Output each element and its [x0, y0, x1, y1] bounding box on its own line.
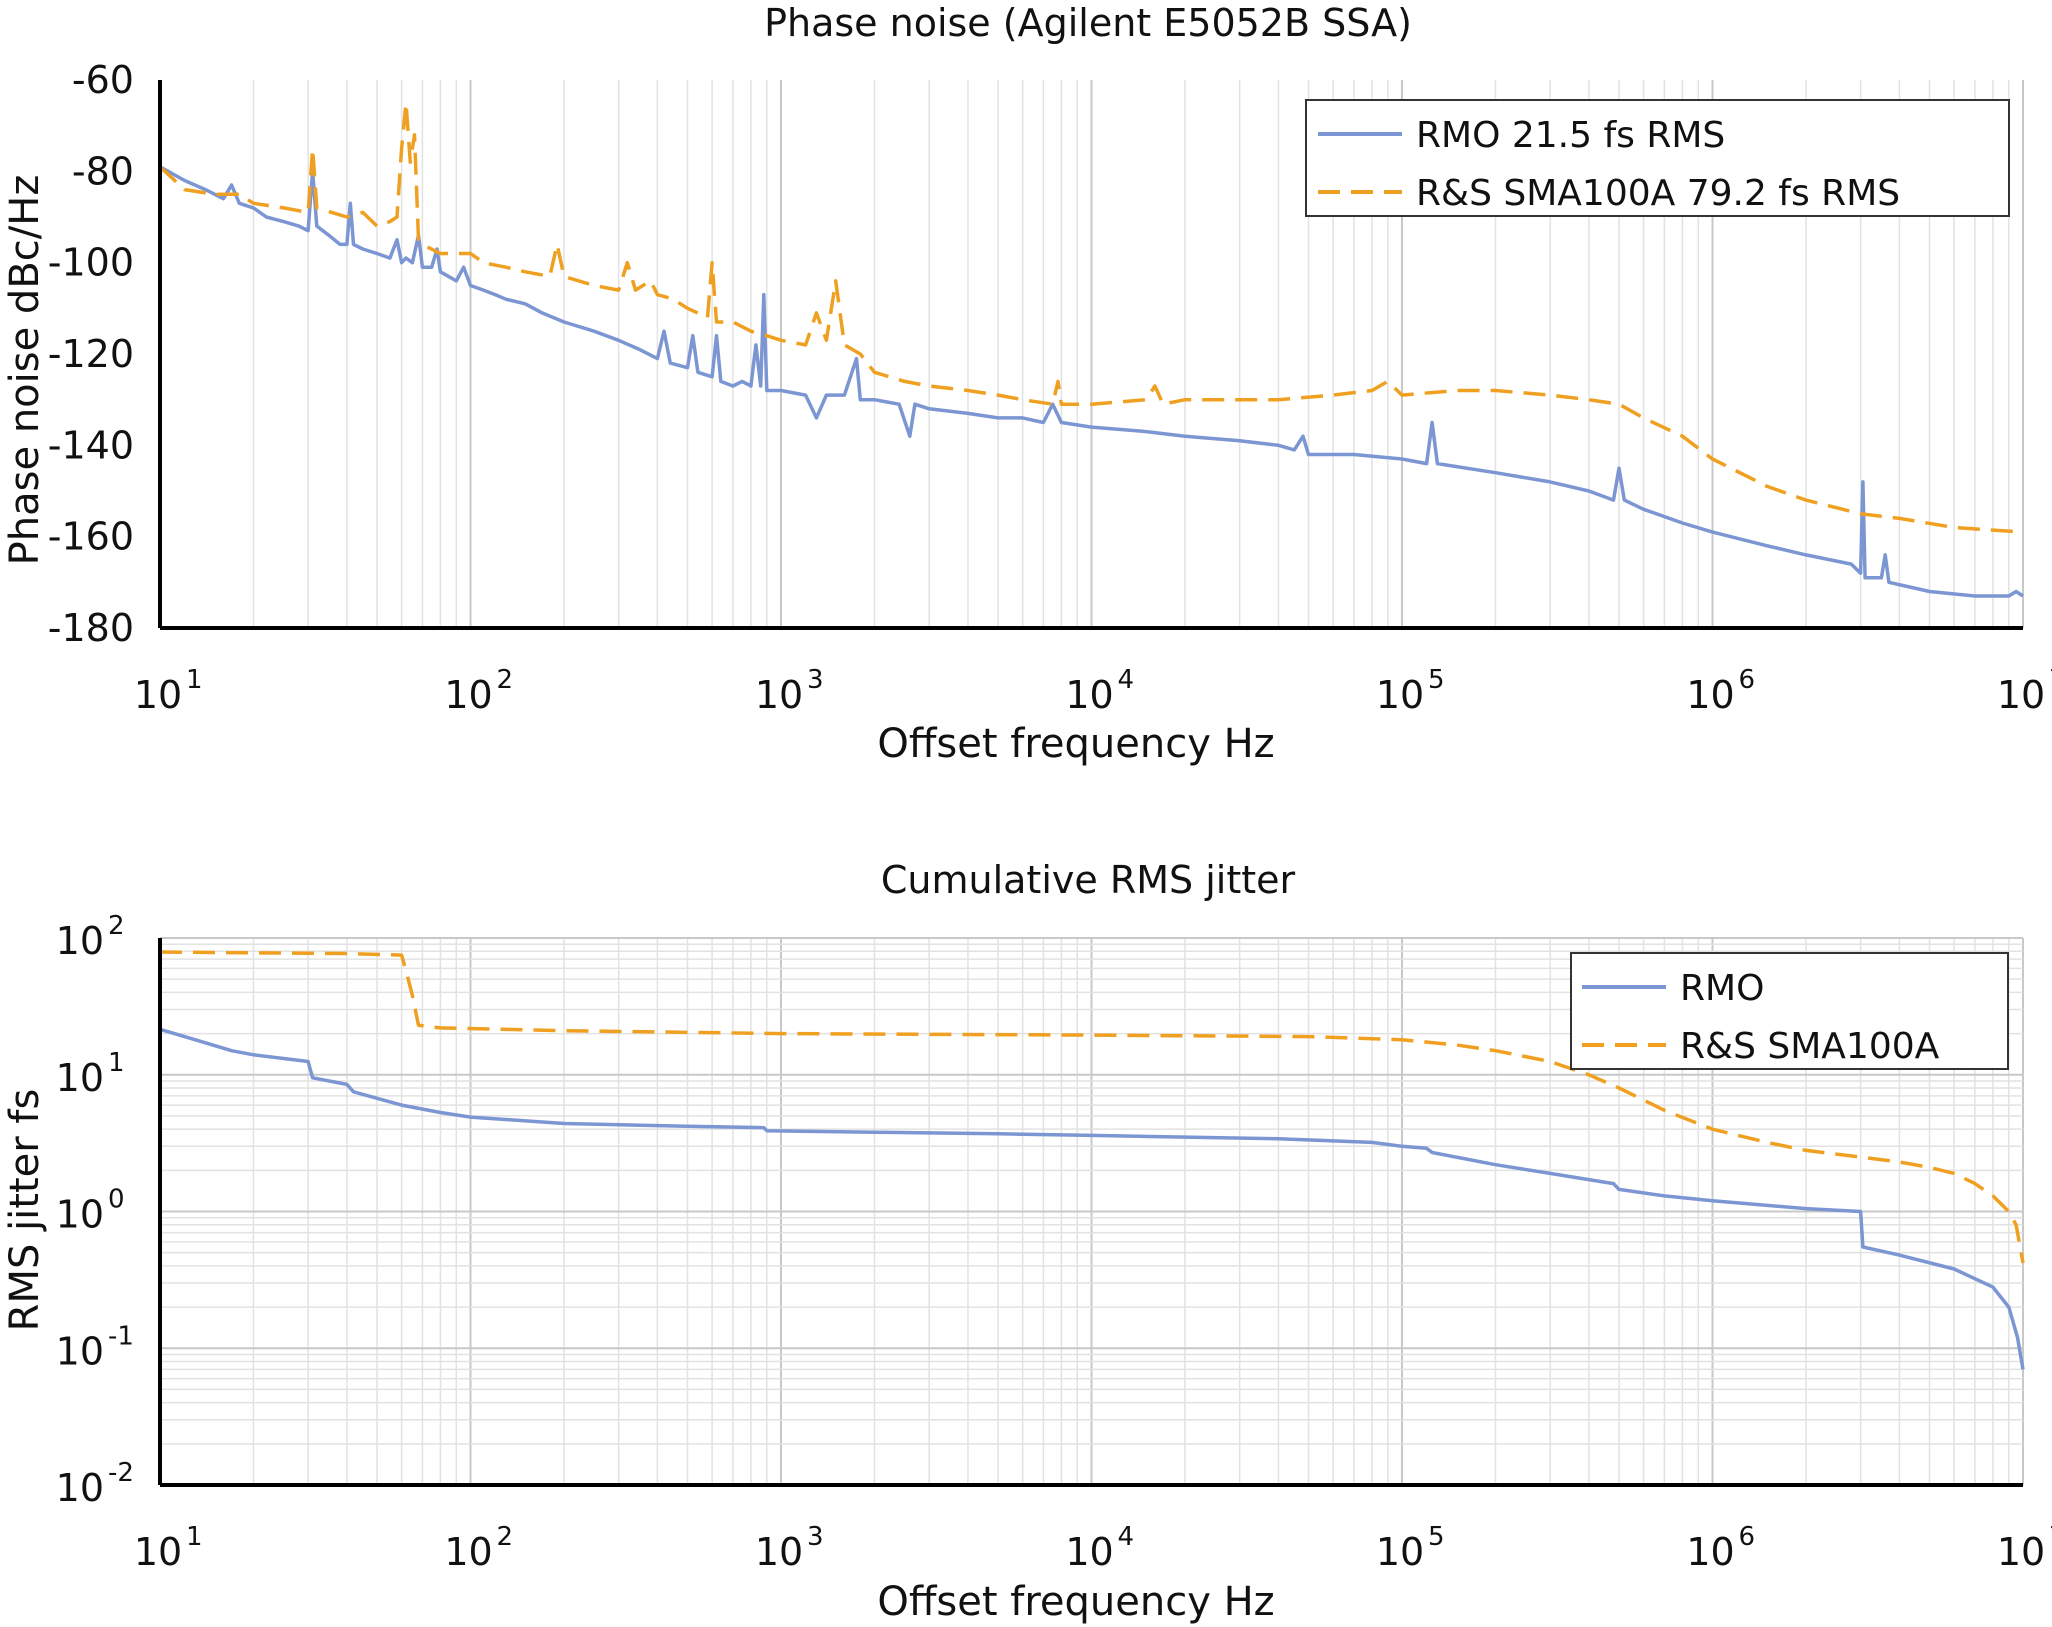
- y-tick-label: 10: [56, 1466, 104, 1510]
- jitter-title: Cumulative RMS jitter: [881, 858, 1296, 902]
- y-tick-label: 10: [56, 1056, 104, 1100]
- jitter-grid: [160, 937, 2024, 1486]
- series-line-1: [159, 1027, 2025, 1370]
- y-tick-label: -120: [48, 332, 134, 376]
- phase-noise-x-ticks: 101102103104105106107: [134, 665, 2052, 717]
- y-tick-exponent: -2: [108, 1458, 134, 1488]
- y-tick-label: 10: [56, 919, 104, 963]
- x-tick-exponent: 3: [807, 1522, 824, 1552]
- x-tick-label: 10: [134, 1530, 182, 1574]
- phase-noise-legend-box: [1305, 99, 2010, 217]
- phase-noise-legend-label-1: RMO 21.5 fs RMS: [1416, 115, 1725, 156]
- x-tick-exponent: 2: [497, 665, 514, 695]
- x-tick-label: 10: [755, 673, 803, 717]
- x-tick-exponent: 3: [807, 665, 824, 695]
- x-tick-label: 10: [1686, 1530, 1734, 1574]
- x-tick-label: 10: [1065, 1530, 1113, 1574]
- y-tick-label: -180: [48, 606, 134, 650]
- x-tick-exponent: 5: [1428, 665, 1445, 695]
- x-tick-exponent: 5: [1428, 1522, 1445, 1552]
- y-tick-label: -60: [72, 58, 134, 102]
- jitter-legend-label-1: RMO: [1680, 968, 1764, 1009]
- x-tick-exponent: 7: [2049, 665, 2052, 695]
- jitter-x-ticks: 101102103104105106107: [134, 1522, 2052, 1574]
- phase-noise-series-group: [158, 101, 2024, 598]
- y-tick-label: -80: [72, 149, 134, 193]
- y-tick-label: 10: [56, 1193, 104, 1237]
- y-tick-label: -140: [48, 423, 134, 467]
- jitter-series-group: [159, 950, 2025, 1370]
- jitter-y-axis-label: RMS jitter fs: [2, 1089, 48, 1332]
- x-tick-exponent: 4: [1118, 1522, 1135, 1552]
- phase-noise-legend-label-2: R&S SMA100A 79.2 fs RMS: [1416, 173, 1900, 214]
- x-tick-label: 10: [1997, 1530, 2045, 1574]
- y-tick-exponent: 2: [108, 911, 125, 941]
- y-tick-exponent: 0: [108, 1185, 125, 1215]
- x-tick-exponent: 7: [2049, 1522, 2052, 1552]
- phase-noise-legend: RMO 21.5 fs RMS R&S SMA100A 79.2 fs RMS: [1305, 99, 2010, 217]
- x-tick-label: 10: [134, 673, 182, 717]
- phase-noise-y-ticks: -60 -80 -100 -120 -140 -160 -180: [48, 58, 134, 650]
- jitter-legend: RMO R&S SMA100A: [1570, 952, 2009, 1070]
- series-line-2: [159, 950, 2025, 1264]
- x-tick-exponent: 6: [1739, 1522, 1756, 1552]
- jitter-legend-box: [1570, 952, 2009, 1070]
- x-tick-exponent: 1: [186, 665, 203, 695]
- x-tick-label: 10: [1376, 1530, 1424, 1574]
- x-tick-exponent: 6: [1739, 665, 1756, 695]
- jitter-legend-label-2: R&S SMA100A: [1680, 1026, 1940, 1067]
- jitter-x-axis-label: Offset frequency Hz: [877, 1579, 1274, 1625]
- x-tick-label: 10: [1376, 673, 1424, 717]
- series-line-2: [158, 101, 2024, 534]
- y-tick-label: -160: [48, 515, 134, 559]
- phase-noise-title: Phase noise (Agilent E5052B SSA): [764, 1, 1412, 45]
- phase-noise-y-axis-label: Phase noise dBc/Hz: [2, 175, 48, 566]
- series-line-1: [159, 165, 2024, 598]
- x-tick-label: 10: [444, 1530, 492, 1574]
- y-tick-label: -100: [48, 241, 134, 285]
- x-tick-exponent: 4: [1118, 665, 1135, 695]
- x-tick-label: 10: [1065, 673, 1113, 717]
- y-tick-exponent: -1: [108, 1321, 134, 1351]
- x-tick-label: 10: [755, 1530, 803, 1574]
- x-tick-exponent: 2: [497, 1522, 514, 1552]
- x-tick-label: 10: [1686, 673, 1734, 717]
- phase-noise-x-axis-label: Offset frequency Hz: [877, 721, 1274, 767]
- x-tick-label: 10: [1997, 673, 2045, 717]
- y-tick-exponent: 1: [108, 1048, 125, 1078]
- x-tick-label: 10: [444, 673, 492, 717]
- y-tick-label: 10: [56, 1329, 104, 1373]
- x-tick-exponent: 1: [186, 1522, 203, 1552]
- phase-noise-chart: Phase noise (Agilent E5052B SSA) -60-80-…: [2, 1, 2052, 767]
